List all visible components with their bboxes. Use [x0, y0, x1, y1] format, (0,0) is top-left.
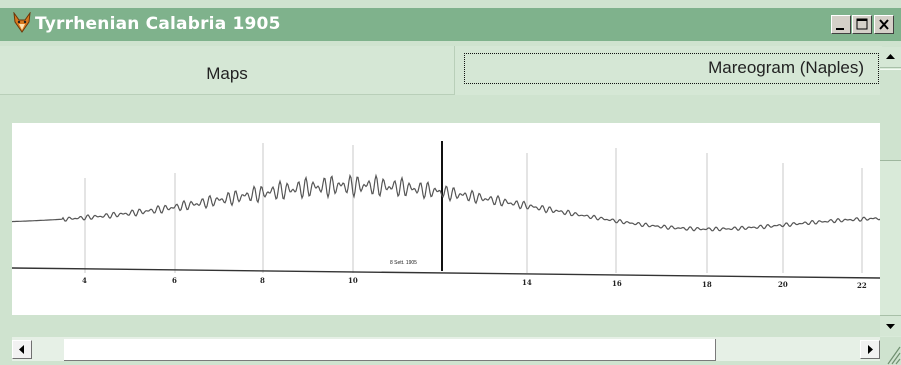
resize-grip-icon[interactable] — [880, 337, 901, 365]
window-title: Tyrrhenian Calabria 1905 — [35, 14, 281, 34]
tab-mareogram[interactable]: Mareogram (Naples) — [462, 46, 882, 94]
hour-label: 16 — [612, 279, 622, 288]
hour-label: 4 — [82, 276, 87, 285]
focus-rectangle — [464, 53, 879, 84]
hour-label: 10 — [348, 276, 358, 285]
arrow-up-icon — [886, 54, 895, 59]
hour-gridlines — [84, 143, 863, 273]
content-panel: 8 Sett. 1905 4 6 8 10 14 16 18 20 22 — [0, 95, 880, 337]
close-icon — [879, 19, 889, 30]
horizontal-scrollbar[interactable] — [12, 337, 880, 361]
date-stamp: 8 Sett. 1905 — [390, 260, 417, 266]
tab-maps[interactable]: Maps — [0, 46, 455, 95]
tab-maps-label: Maps — [206, 64, 248, 83]
arrow-left-icon — [19, 345, 24, 354]
scroll-right-button[interactable] — [860, 340, 880, 359]
arrow-down-icon — [886, 324, 895, 329]
scroll-up-button[interactable] — [880, 47, 901, 68]
mareogram-image: 8 Sett. 1905 4 6 8 10 14 16 18 20 22 — [12, 123, 880, 315]
horizontal-scroll-thumb[interactable] — [64, 339, 716, 361]
tide-curve — [12, 173, 880, 232]
fox-icon — [13, 12, 31, 33]
close-button[interactable] — [874, 15, 894, 34]
hour-label: 18 — [702, 280, 712, 289]
maximize-button[interactable] — [852, 15, 872, 34]
mareogram-trace: 8 Sett. 1905 4 6 8 10 14 16 18 20 22 — [12, 141, 880, 290]
maximize-icon — [856, 18, 868, 30]
minimize-button[interactable] — [831, 15, 851, 34]
minimize-icon — [836, 28, 844, 30]
vertical-scrollbar[interactable] — [880, 47, 901, 337]
tab-mareogram-label: Mareogram (Naples) — [708, 58, 864, 77]
tab-strip: Maps Mareogram (Naples) — [0, 46, 882, 95]
vertical-scroll-thumb[interactable] — [880, 69, 901, 161]
baseline — [12, 267, 880, 279]
arrow-right-icon — [868, 345, 873, 354]
hour-label: 8 — [260, 276, 265, 285]
hour-label: 6 — [172, 276, 177, 285]
title-bar[interactable]: Tyrrhenian Calabria 1905 — [0, 8, 901, 41]
hour-label: 22 — [857, 281, 867, 290]
scroll-down-button[interactable] — [880, 315, 901, 336]
hour-label: 20 — [778, 280, 788, 289]
hour-label: 14 — [522, 278, 532, 287]
scroll-left-button[interactable] — [12, 340, 32, 359]
